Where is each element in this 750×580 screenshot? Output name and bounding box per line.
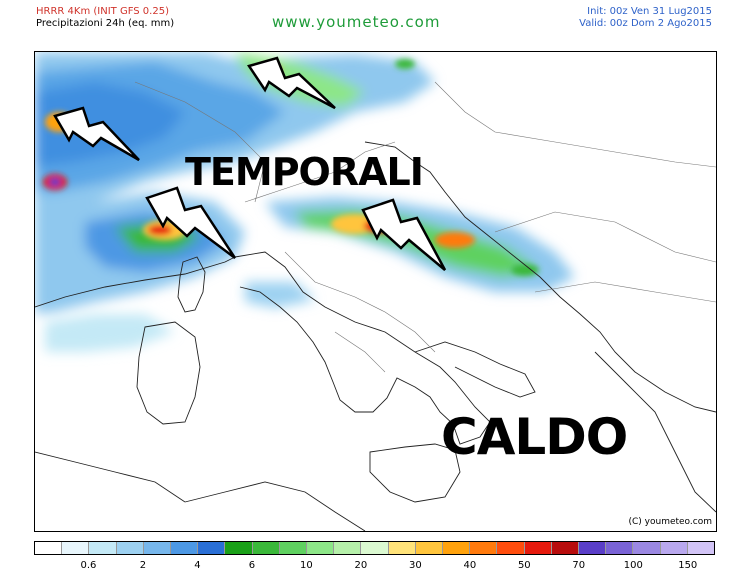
precipitation-field [35,52,575,352]
legend-swatch [171,542,199,554]
legend-swatch [89,542,117,554]
legend-tick-label: 30 [408,560,422,571]
precipitation-map: TEMPORALI CALDO (C) youmeteo.com [34,51,717,532]
coastlines [35,141,716,531]
map-canvas [35,52,716,531]
legend-ticks: 0.6 2 4 6 10 20 30 40 50 70 100 150 [34,560,715,574]
legend-swatch [116,542,144,554]
legend-swatch [415,542,444,554]
legend-swatch [62,542,90,554]
legend-swatch [334,542,362,554]
legend-tick-label: 70 [572,560,586,571]
legend-swatch [198,542,226,554]
legend-swatch [497,542,525,554]
legend-swatch [143,542,172,554]
legend-tick-label: 100 [623,560,643,571]
legend-swatch [606,542,634,554]
legend-tick-label: 6 [248,560,256,571]
legend-tick-label: 10 [300,560,313,571]
legend-swatch [524,542,552,554]
legend-swatch [35,542,63,554]
legend-tick-label: 0.6 [80,560,97,571]
legend-swatch [361,542,389,554]
lightning-icon [53,106,140,162]
valid-time: Valid: 00z Dom 2 Ago2015 [579,18,712,29]
legend-swatch [443,542,471,554]
legend-swatch [551,542,580,554]
legend-swatch [307,542,335,554]
lightning-icon [145,186,237,259]
legend-swatch [252,542,280,554]
legend-swatch [579,542,607,554]
caldo-label: CALDO [441,408,628,466]
legend-tick-label: 2 [139,560,147,571]
legend-tick-label: 40 [463,560,477,571]
lightning-icon [361,198,447,271]
legend-swatch [279,542,308,554]
color-legend [34,541,715,555]
copyright-credit: (C) youmeteo.com [628,517,712,527]
legend-tick-label: 50 [517,560,531,571]
model-label: HRRR 4Km (INIT GFS 0.25) [36,6,169,17]
legend-swatch [225,542,253,554]
product-label: Precipitazioni 24h (eq. mm) [36,18,175,29]
site-title[interactable]: www.youmeteo.com [272,13,441,31]
lightning-icon [247,56,336,110]
legend-tick-label: 150 [678,560,698,571]
init-time: Init: 00z Ven 31 Lug2015 [587,6,712,17]
borders [134,81,716,373]
legend-swatch [660,542,688,554]
legend-swatch [388,542,416,554]
legend-swatch [687,542,715,554]
temporali-label: TEMPORALI [185,150,424,194]
legend-swatch [470,542,498,554]
legend-tick-label: 20 [354,560,368,571]
legend-tick-label: 4 [194,560,201,571]
legend-swatch [633,542,661,554]
